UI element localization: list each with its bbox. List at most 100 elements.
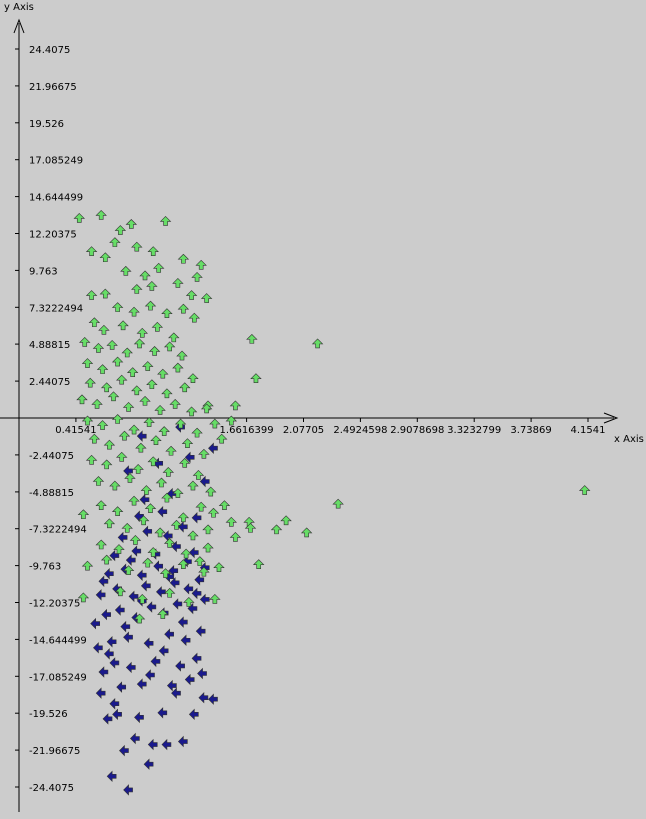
blue-data-point	[195, 625, 206, 637]
blue-data-point	[103, 567, 114, 580]
y-axis-label: y Axis	[4, 2, 34, 13]
green-data-point	[209, 593, 221, 604]
green-data-point	[202, 524, 214, 535]
green-data-point	[195, 259, 207, 270]
x-tick-label: 2.4924598	[333, 425, 387, 436]
green-data-point	[107, 391, 120, 402]
green-data-point	[225, 415, 238, 426]
y-tick-label: 9.763	[29, 266, 58, 277]
green-data-point	[172, 488, 184, 498]
green-data-point	[163, 341, 176, 352]
blue-data-point	[164, 571, 174, 583]
blue-data-point	[123, 784, 133, 796]
green-data-point	[154, 405, 166, 415]
y-tick-label: -12.20375	[29, 599, 80, 610]
blue-data-point	[112, 708, 122, 721]
green-data-point	[128, 424, 140, 435]
green-data-point	[135, 442, 147, 453]
green-data-point	[85, 246, 98, 256]
green-data-point	[244, 522, 257, 533]
blue-data-point	[156, 586, 166, 598]
blue-data-point	[119, 744, 129, 757]
green-data-point	[122, 565, 135, 575]
blue-data-point	[143, 758, 154, 770]
green-data-point	[103, 518, 116, 529]
green-data-point	[92, 343, 105, 353]
green-data-point	[191, 427, 203, 438]
y-tick-label: 24.4075	[29, 45, 70, 56]
x-tick-label: 1.6616399	[220, 425, 274, 436]
green-data-point	[96, 364, 109, 374]
green-data-point	[191, 271, 203, 282]
green-data-point	[144, 503, 157, 514]
green-data-point	[179, 382, 191, 393]
blue-data-point	[125, 554, 136, 566]
green-data-point	[140, 485, 153, 495]
green-data-point	[270, 524, 283, 535]
blue-data-point	[136, 678, 147, 690]
blue-data-point	[164, 628, 174, 640]
blue-data-point	[101, 608, 111, 621]
green-data-point	[158, 426, 170, 436]
blue-data-point	[194, 574, 205, 586]
green-data-point	[98, 324, 110, 335]
blue-data-point	[136, 569, 147, 581]
blue-data-point	[177, 616, 188, 628]
y-tick-label: 12.20375	[29, 230, 77, 241]
green-data-point	[92, 476, 105, 486]
y-tick-label: 2.44075	[29, 377, 70, 388]
green-data-point	[229, 400, 242, 411]
green-data-point	[252, 559, 265, 569]
green-data-point	[159, 568, 172, 579]
blue-data-point	[161, 738, 172, 751]
blue-data-point	[102, 713, 113, 725]
blue-data-point	[171, 687, 181, 699]
blue-data-point	[90, 617, 101, 630]
green-data-point	[84, 377, 96, 388]
blue-data-point	[177, 735, 188, 748]
x-tick-label: 2.07705	[283, 425, 324, 436]
blue-data-point	[198, 691, 209, 704]
blue-data-point	[130, 732, 140, 745]
green-data-point	[103, 439, 116, 450]
green-data-point	[172, 362, 184, 373]
blue-data-point	[183, 583, 194, 595]
green-data-point	[151, 321, 164, 332]
green-data-point	[100, 554, 113, 565]
green-data-point	[121, 522, 133, 533]
green-data-point	[187, 530, 199, 541]
green-data-point	[202, 542, 214, 553]
x-tick-label: 4.1541	[571, 425, 606, 436]
x-tick-label: 3.3232799	[447, 425, 501, 436]
green-data-point	[162, 467, 175, 477]
green-data-point	[209, 418, 221, 429]
y-tick-label: -24.4075	[29, 783, 74, 794]
green-data-point	[81, 560, 94, 571]
green-data-point	[81, 415, 94, 426]
green-data-point	[195, 501, 207, 512]
green-data-point	[116, 374, 128, 385]
blue-data-point	[153, 560, 164, 572]
green-data-point	[95, 209, 107, 220]
blue-data-point	[157, 707, 168, 719]
blue-data-point	[199, 475, 210, 488]
blue-data-point	[131, 545, 142, 557]
blue-data-point	[95, 687, 106, 699]
blue-data-point	[191, 652, 202, 665]
blue-data-point	[188, 546, 199, 559]
blue-data-point	[145, 669, 155, 681]
x-axis-label: x Axis	[614, 434, 644, 445]
green-data-point	[77, 509, 90, 520]
green-data-point	[133, 613, 146, 624]
green-data-point	[128, 306, 140, 317]
green-data-point	[96, 420, 109, 430]
green-data-point	[150, 435, 162, 445]
blue-data-point	[146, 601, 157, 613]
green-data-point	[169, 398, 181, 409]
y-tick-label: -2.44075	[29, 451, 74, 462]
green-data-point	[121, 347, 133, 358]
green-data-point	[157, 609, 169, 619]
green-data-point	[205, 486, 217, 497]
green-data-point	[250, 373, 262, 383]
x-tick-group: 0.41541 1.6616399 2.07705 2.4924598 2.907869…	[55, 418, 606, 436]
